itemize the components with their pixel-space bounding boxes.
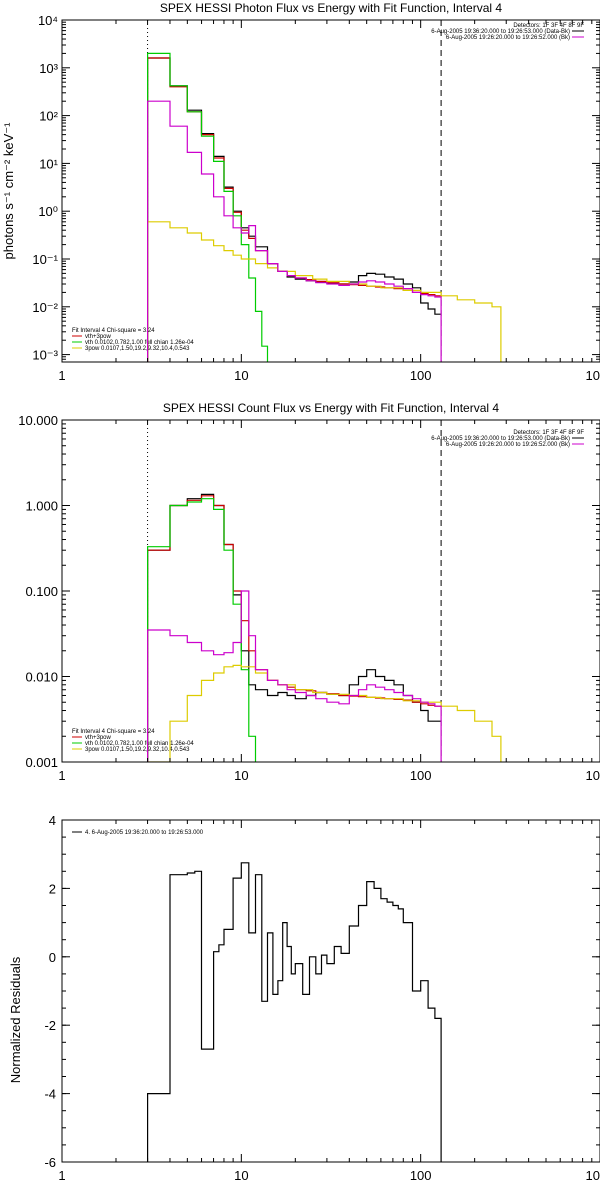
y-tick-label: 4 <box>49 813 56 828</box>
x-tick-label: 1 <box>58 768 65 783</box>
series-group <box>147 493 502 762</box>
x-tick-label: 100 <box>410 368 432 383</box>
photon-legend-right: Detectors: 1F 3F 4F 8F 9F6-Aug-2005 19:3… <box>431 23 584 41</box>
legend-left-entry: 4. 6-Aug-2005 19:36:20.000 to 19:26:53.0… <box>85 830 204 836</box>
legend-left-entry: vth 0.0102,0.782,1.00 full chian 1.26e-0… <box>85 340 194 346</box>
axes-frame <box>61 19 600 363</box>
legend-left-entry: vth 0.0102,0.782,1.00 full chian 1.26e-0… <box>85 741 194 747</box>
series-line-bk <box>147 590 442 762</box>
count-plot: 1 10 100 1000 0.001 0.010 0.100 1.000 10.000 <box>18 413 600 783</box>
y-tick-label: 10⁻¹ <box>32 252 58 267</box>
series-line-3pow <box>147 664 502 762</box>
y-tick-label: -6 <box>44 1155 56 1170</box>
photon-y-axis-label: photons s⁻¹ cm⁻² keV⁻¹ <box>1 122 16 260</box>
photon-panel-title: SPEX HESSI Photon Flux vs Energy with Fi… <box>160 1 502 15</box>
x-tick-label: 10 <box>234 368 248 383</box>
x-tick-label: 100 <box>410 768 432 783</box>
count-flux-panel: SPEX HESSI Count Flux vs Energy with Fit… <box>18 401 600 783</box>
axes-frame <box>61 419 600 763</box>
legend-right-entry: 6-Aug-2005 19:36:20.000 to 19:26:53.000 … <box>431 436 570 442</box>
y-tick-label: 10⁰ <box>38 204 58 219</box>
x-tick-label: 1 <box>58 368 65 383</box>
legend-right-entry: 6-Aug-2005 19:26:20.000 to 19:26:52.000 … <box>446 442 570 448</box>
y-tick-label: 10⁴ <box>38 13 58 28</box>
y-tick-label: 10⁻² <box>32 300 58 315</box>
x-tick-label: 1000 <box>586 368 600 383</box>
legend-right-entry: 6-Aug-2005 19:36:20.000 to 19:26:53.000 … <box>431 29 570 35</box>
y-tick-label: 0.100 <box>25 584 58 599</box>
x-tick-label: 1000 <box>586 1168 600 1183</box>
x-tick-label: 10 <box>234 1168 248 1183</box>
y-tick-label: 10⁻³ <box>32 348 58 363</box>
residuals-y-axis-label: Normalized Residuals <box>8 956 23 1083</box>
x-tick-label: 100 <box>410 1168 432 1183</box>
series-line-bk <box>147 100 442 362</box>
series-line-data-bk <box>147 493 442 762</box>
series-line-data-bk <box>147 57 442 362</box>
y-tick-label: 10² <box>39 109 58 124</box>
y-tick-label: 2 <box>49 881 56 896</box>
series-line-3pow <box>147 221 502 362</box>
series-line-vth-3pow <box>147 57 442 362</box>
legend-right-entry: Detectors: 1F 3F 4F 8F 9F <box>513 23 584 29</box>
axes-frame <box>61 819 600 1163</box>
x-tick-label: 1 <box>58 1168 65 1183</box>
y-tick-label: 10³ <box>39 61 58 76</box>
residuals-legend: 4. 6-Aug-2005 19:36:20.000 to 19:26:53.0… <box>72 830 204 836</box>
y-tick-label: -2 <box>44 1018 56 1033</box>
y-tick-label: 1.000 <box>25 499 58 514</box>
legend-left-entry: vth+3pow <box>85 334 112 340</box>
y-tick-label: 0 <box>49 950 56 965</box>
series-line-vth <box>147 52 269 362</box>
x-tick-label: 10 <box>234 768 248 783</box>
legend-left-entry: 3pow 0.0107,1.50,19.2,9.32,10.4,0.543 <box>85 346 190 352</box>
series-group <box>147 52 502 362</box>
photon-flux-panel: SPEX HESSI Photon Flux vs Energy with Fi… <box>1 1 600 383</box>
legend-left-entry: Fit Interval 4 Chi-square = 3.24 <box>72 328 155 334</box>
series-line-4-6-aug-2005-19-36-20-000-to-19-26-53-000 <box>147 862 442 1162</box>
count-panel-title: SPEX HESSI Count Flux vs Energy with Fit… <box>163 401 499 415</box>
y-tick-label: -4 <box>44 1087 56 1102</box>
legend-left-entry: Fit Interval 4 Chi-square = 3.24 <box>72 729 155 735</box>
residuals-plot: 1 10 100 1000 -6 -4 -2 0 2 4 <box>44 813 600 1183</box>
x-tick-label: 1000 <box>586 768 600 783</box>
legend-right-entry: Detectors: 1F 3F 4F 8F 9F <box>513 430 584 436</box>
y-tick-label: 10¹ <box>39 156 58 171</box>
count-legend-left: Fit Interval 4 Chi-square = 3.24vth+3pow… <box>72 729 194 753</box>
series-group <box>147 862 442 1162</box>
series-line-vth <box>147 498 257 762</box>
residuals-panel: Normalized Residuals 4. 6-Aug-2005 19:36… <box>8 813 600 1183</box>
y-tick-label: 0.001 <box>25 755 58 770</box>
count-legend-right: Detectors: 1F 3F 4F 8F 9F6-Aug-2005 19:3… <box>431 430 584 448</box>
legend-right-entry: 6-Aug-2005 19:26:20.000 to 19:26:52.000 … <box>446 35 570 41</box>
photon-legend-left: Fit Interval 4 Chi-square = 3.24vth+3pow… <box>72 328 194 352</box>
legend-left-entry: 3pow 0.0107,1.50,19.2,9.32,10.4,0.543 <box>85 747 190 753</box>
photon-plot: 1 10 100 1000 10⁻³ 10⁻² 10⁻¹ 10⁰ 10¹ 10² 10³ 10⁴ <box>32 13 600 383</box>
y-tick-label: 10.000 <box>18 413 58 428</box>
y-tick-label: 0.010 <box>25 670 58 685</box>
series-line-vth-3pow <box>147 495 442 762</box>
legend-left-entry: vth+3pow <box>85 735 112 741</box>
